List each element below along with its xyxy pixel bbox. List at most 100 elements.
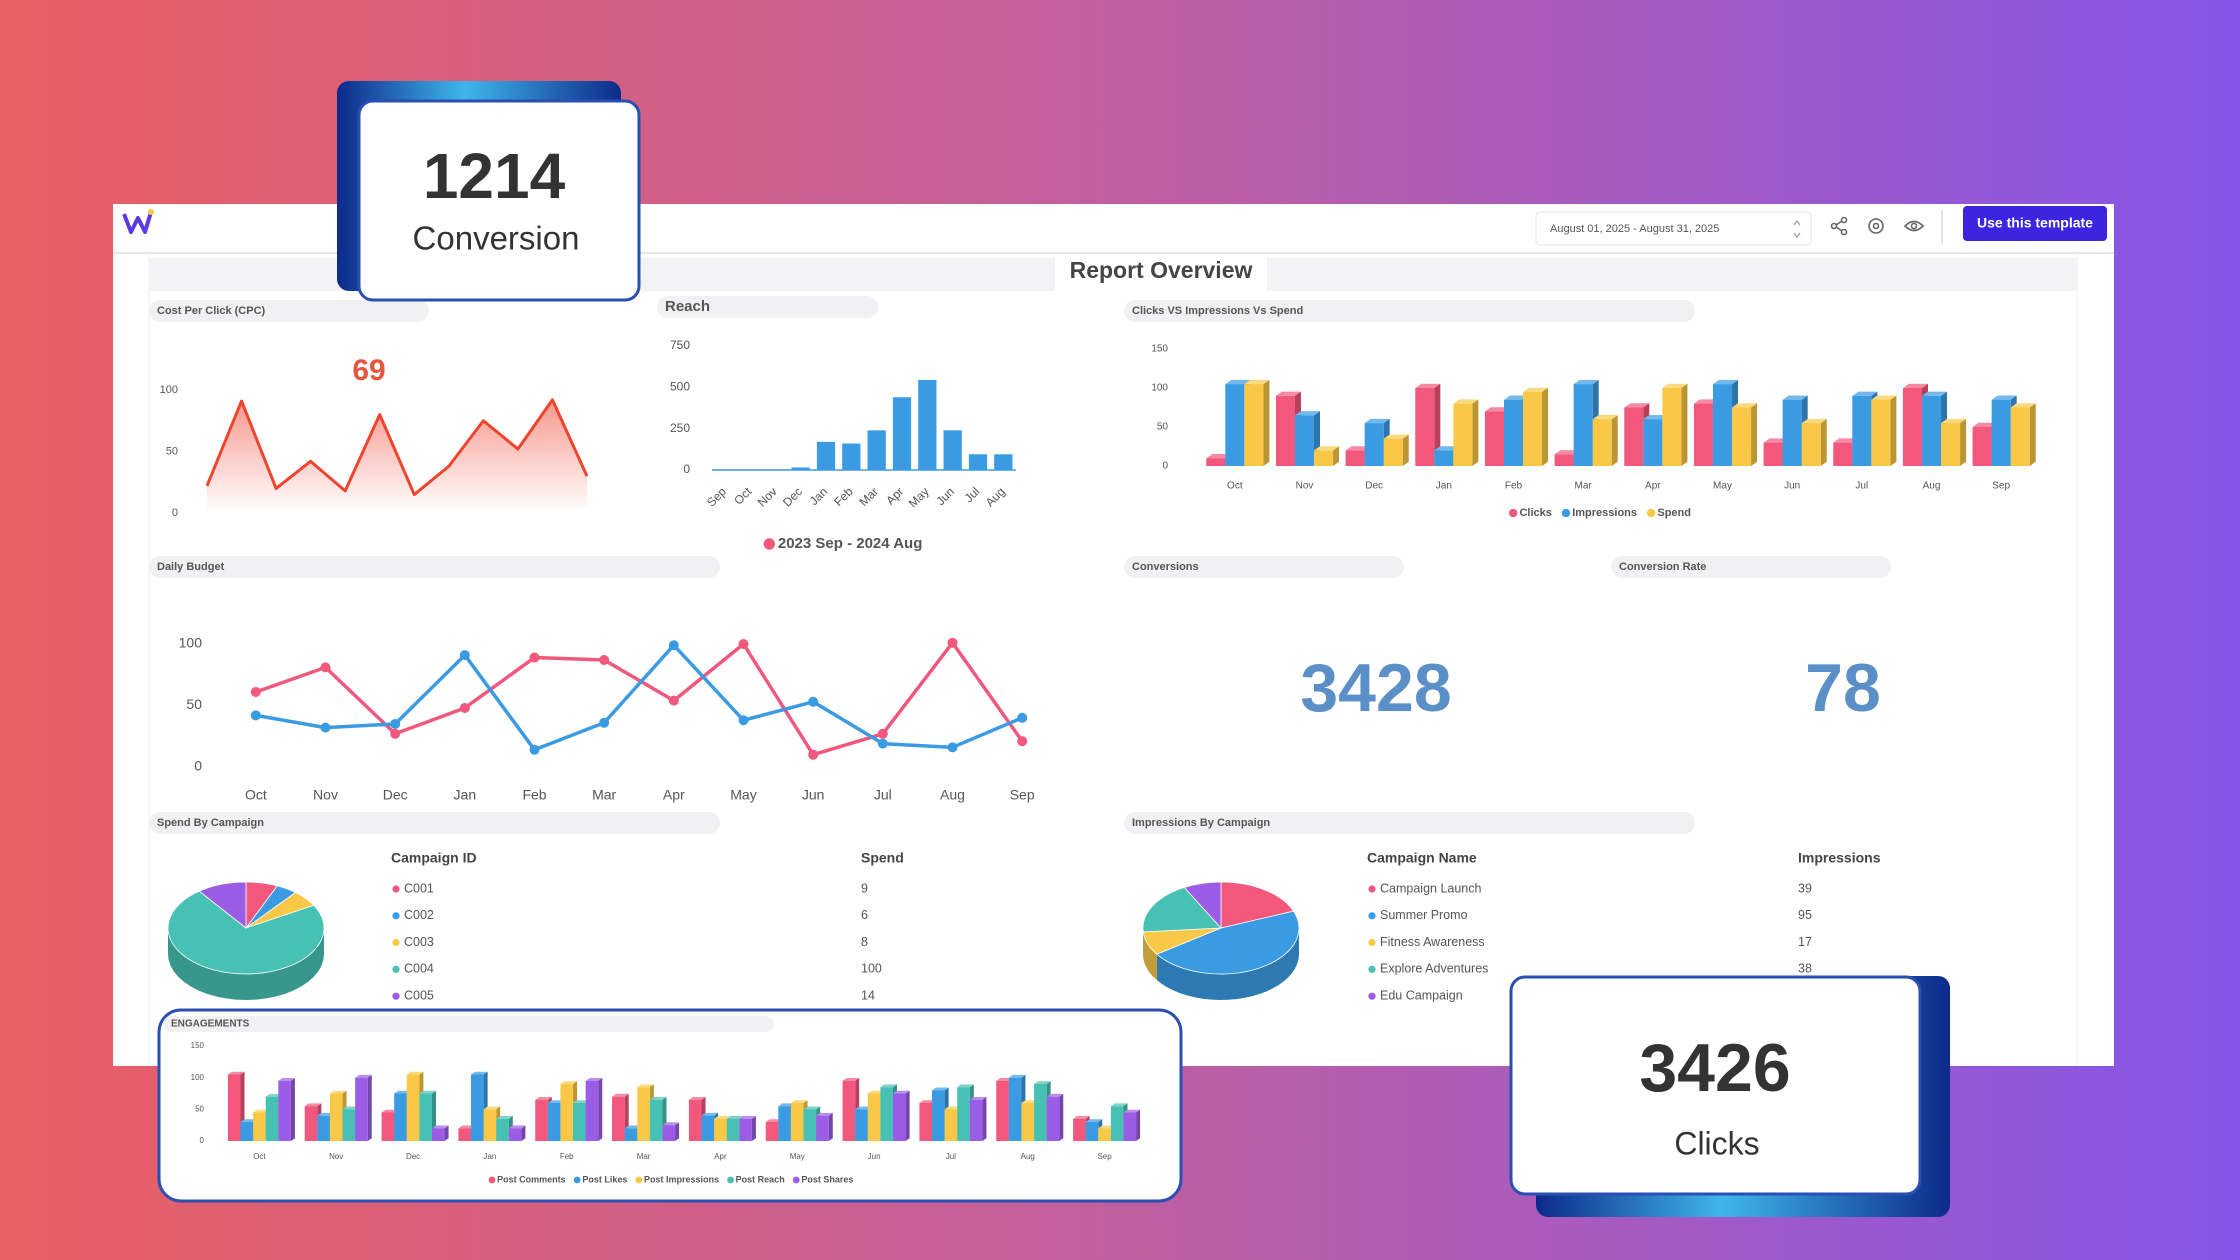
legend-marker	[392, 885, 400, 893]
preview-icon[interactable]	[1903, 220, 1925, 232]
point	[320, 662, 331, 673]
card-value: 3426	[1639, 1030, 1790, 1106]
y-tick-label: 150	[1151, 344, 1168, 355]
bar-top	[240, 1119, 258, 1122]
table-header: Impressions	[1798, 850, 1881, 866]
table-header: Spend	[861, 850, 904, 866]
legend-marker	[392, 912, 400, 920]
bar-top	[1453, 399, 1479, 404]
bar-top	[483, 1106, 501, 1110]
bar	[778, 1106, 791, 1141]
point	[738, 715, 749, 726]
bar	[265, 1096, 279, 1141]
line	[205, 398, 589, 497]
bar-side	[1820, 418, 1827, 466]
date-selector[interactable]: August 01, 2025 - August 31, 2025	[1535, 211, 1812, 246]
table-cell: 9	[861, 881, 868, 895]
x-tick-label: Oct	[253, 1152, 266, 1161]
button-label[interactable]: Use this template	[1977, 215, 2093, 231]
bar-top	[496, 1116, 513, 1119]
kpi-conversions: Conversions 3428	[1124, 556, 1452, 726]
bar-top	[1941, 418, 1967, 424]
point	[250, 710, 261, 721]
bar-top	[944, 1106, 962, 1110]
point	[808, 696, 819, 707]
use-template-button[interactable]: Use this template	[1963, 206, 2107, 241]
kpi-title: Conversions	[1132, 561, 1199, 573]
bar	[662, 1125, 676, 1141]
x-tick-label: Apr	[1645, 481, 1661, 492]
share-icon[interactable]	[1830, 216, 1848, 236]
bar	[253, 1112, 266, 1141]
bar-side	[367, 1074, 372, 1141]
bar-top	[381, 1109, 399, 1113]
legend-label: Clicks	[1519, 507, 1551, 519]
bar	[1098, 1128, 1111, 1141]
pie-slice	[198, 881, 247, 929]
bar	[1314, 450, 1334, 466]
kpi-value: 69	[352, 354, 385, 387]
title-pill	[149, 300, 429, 322]
x-tick-label: Sep	[1010, 787, 1035, 803]
legend-label: Spend	[1657, 507, 1691, 519]
bar-top	[1123, 1109, 1141, 1113]
legend-marker	[1368, 912, 1376, 920]
line	[255, 643, 1023, 752]
legend-marker	[1368, 965, 1376, 974]
table-cell: 38	[1798, 962, 1812, 976]
bar	[1782, 399, 1802, 466]
bar	[1453, 403, 1473, 466]
bar	[1573, 384, 1593, 466]
title-pill	[1611, 556, 1891, 578]
settings-icon[interactable]	[1868, 218, 1884, 234]
x-tick-label: Sep	[1097, 1152, 1112, 1161]
bar-top	[842, 1078, 860, 1081]
bar	[1554, 454, 1574, 466]
bar-top	[1763, 438, 1789, 443]
bar-top	[317, 1112, 334, 1116]
point	[877, 728, 888, 739]
bar-top	[996, 1078, 1013, 1081]
bar	[968, 454, 988, 470]
bar	[1624, 407, 1644, 466]
bar	[458, 1128, 472, 1141]
bar	[1523, 391, 1543, 466]
point	[459, 702, 470, 713]
bar	[342, 1109, 356, 1141]
bar-top	[649, 1097, 667, 1100]
legend-marker	[1508, 508, 1518, 518]
bar-side	[1472, 399, 1479, 466]
x-tick-label: Jun	[868, 1152, 881, 1161]
bar-side	[2029, 403, 2036, 466]
bar-top	[662, 1122, 680, 1126]
point	[390, 728, 401, 739]
title-box	[1055, 257, 1267, 291]
bar	[1991, 399, 2011, 466]
y-tick-label: 500	[670, 380, 690, 394]
bar-top	[1085, 1119, 1103, 1122]
x-tick-label: Dec	[1365, 481, 1383, 492]
bar-side	[1263, 379, 1270, 466]
table-header: Campaign Name	[1367, 850, 1477, 866]
bar-top	[637, 1084, 654, 1088]
bar-side	[675, 1122, 680, 1141]
bar	[842, 1080, 856, 1141]
point	[738, 639, 749, 649]
bar-top	[1991, 395, 2017, 400]
kpi-title: Conversion Rate	[1619, 561, 1706, 573]
bar	[508, 1128, 522, 1141]
table-cell: C001	[404, 881, 434, 895]
point	[459, 650, 470, 661]
pie-slice	[167, 890, 325, 975]
legend-marker	[1368, 885, 1376, 893]
bar-top	[778, 1103, 795, 1107]
chart-title: ENGAGEMENTS	[171, 1019, 250, 1030]
kpi-conversion-rate: Conversion Rate 78	[1611, 556, 1891, 726]
bar-side	[1333, 446, 1340, 466]
x-tick-label: Aug	[1923, 481, 1941, 492]
legend-label: Impressions	[1572, 507, 1637, 519]
bar	[535, 1099, 548, 1141]
bar-top	[508, 1125, 526, 1129]
bar	[560, 1084, 574, 1141]
bar	[994, 454, 1013, 470]
